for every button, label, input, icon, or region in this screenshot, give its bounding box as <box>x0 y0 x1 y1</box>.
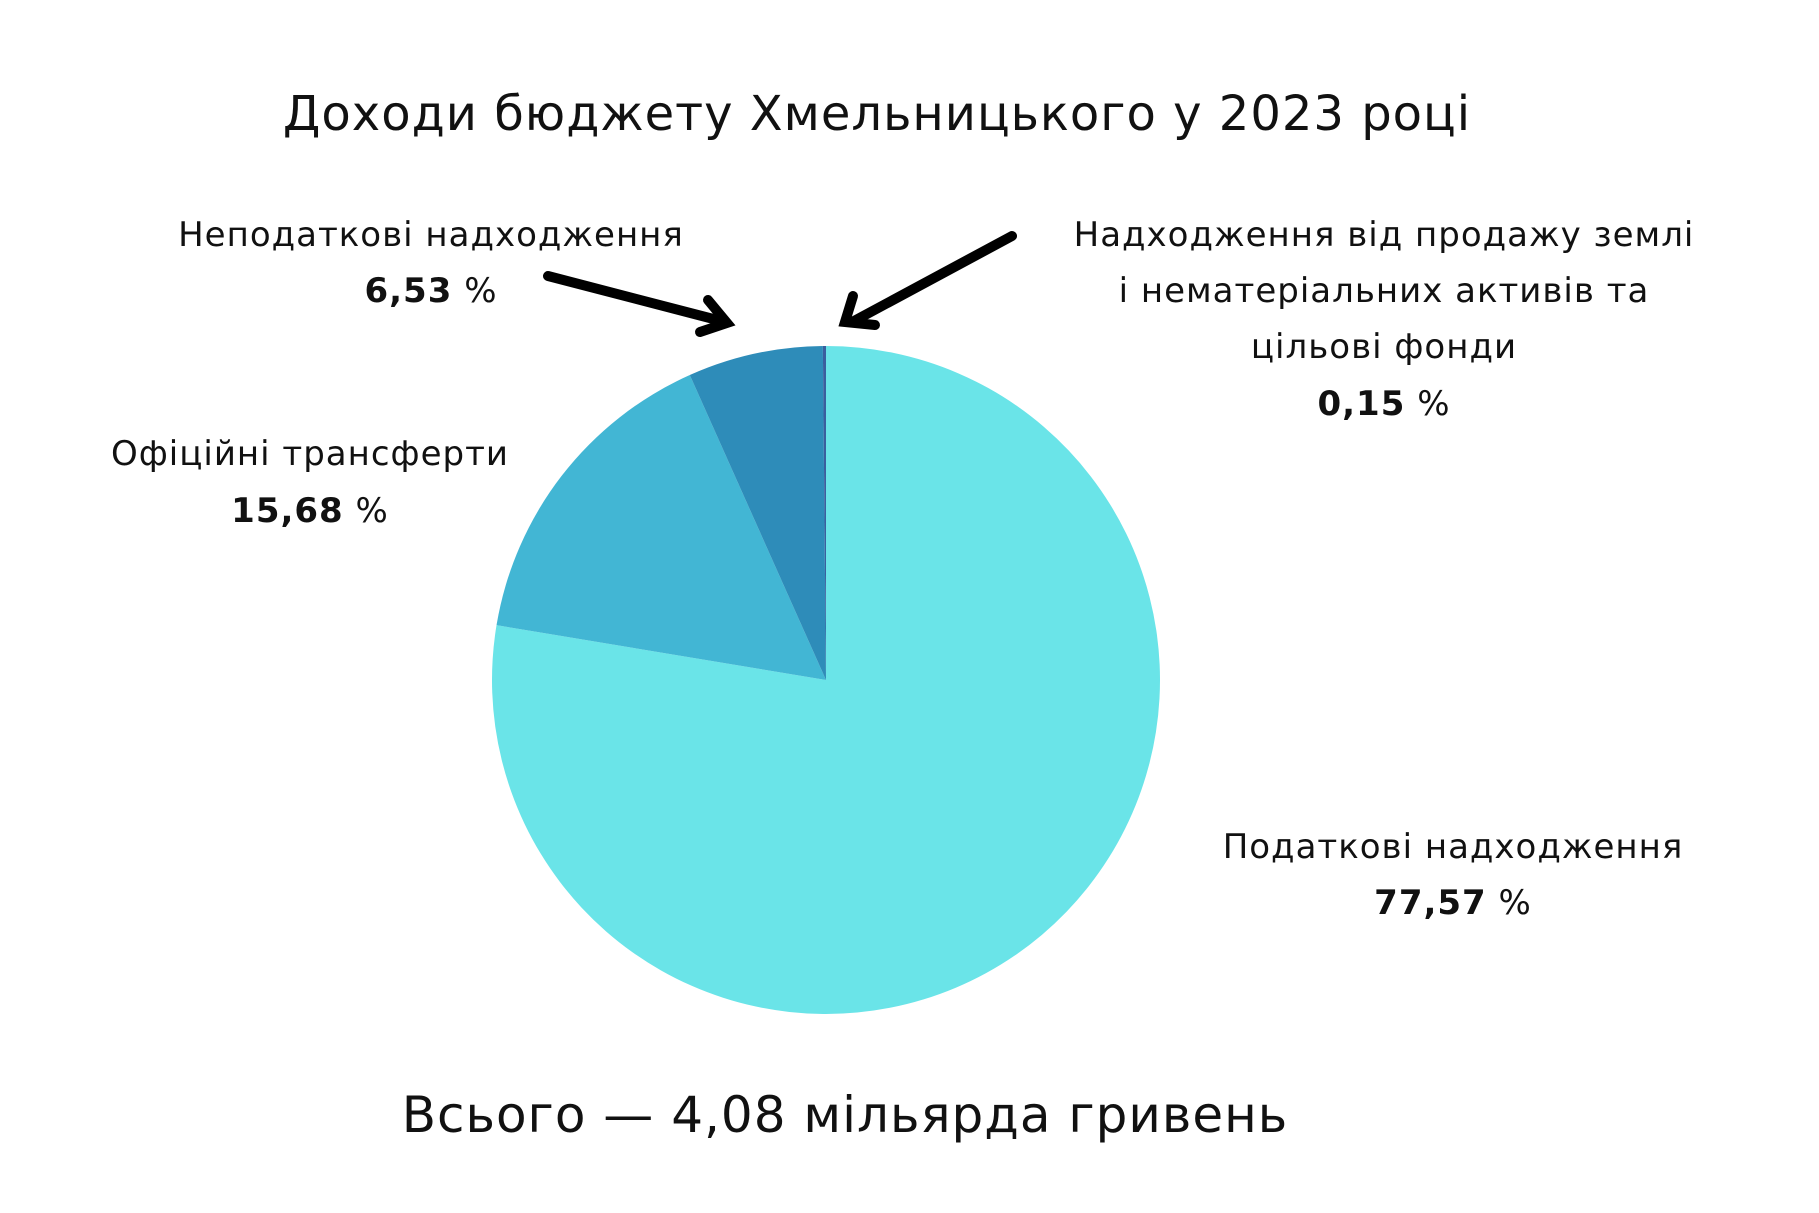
label-land-line1: Надходження від продажу землі <box>1074 215 1695 255</box>
pie-slice-3 <box>822 346 826 680</box>
label-land-line2: і нематеріальних активів та <box>1119 271 1650 311</box>
arrow-land <box>838 231 1017 330</box>
value-transfers: 15,68 % <box>231 491 389 531</box>
pie-slices <box>491 346 1160 1015</box>
value-nontax-number: 6,53 <box>364 271 452 311</box>
label-tax: Податкові надходження <box>1223 827 1684 867</box>
arrow-nontax <box>543 271 736 337</box>
label-nontax: Неподаткові надходження <box>178 215 684 255</box>
value-nontax: 6,53 % <box>364 271 497 311</box>
value-tax: 77,57 % <box>1374 883 1532 923</box>
chart-title: Доходи бюджету Хмельницького у 2023 році <box>283 86 1471 142</box>
value-land: 0,15 % <box>1317 384 1450 424</box>
unit: % <box>1417 384 1450 424</box>
pie-slice-2 <box>689 346 826 680</box>
unit: % <box>356 491 389 531</box>
label-transfers: Офіційні трансферти <box>111 434 509 474</box>
value-land-number: 0,15 <box>1317 384 1405 424</box>
total-caption: Всього — 4,08 мільярда гривень <box>402 1086 1289 1144</box>
label-land-line3: цільові фонди <box>1251 327 1517 367</box>
pie-slice-1 <box>496 375 826 680</box>
unit: % <box>464 271 497 311</box>
value-tax-number: 77,57 <box>1374 883 1487 923</box>
value-transfers-number: 15,68 <box>231 491 344 531</box>
unit: % <box>1499 883 1532 923</box>
